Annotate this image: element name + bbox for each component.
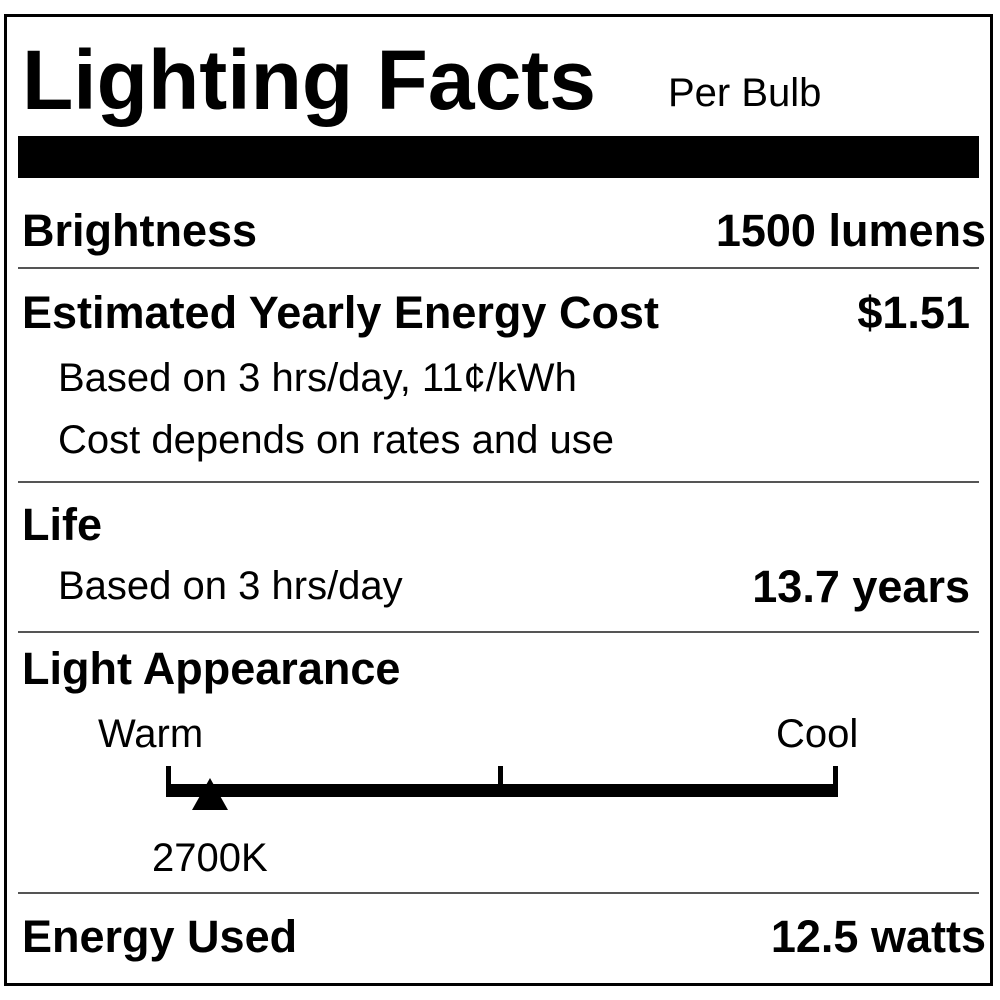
warm-label: Warm (98, 712, 204, 756)
scale-tick-middle (498, 766, 503, 797)
divider (18, 631, 979, 633)
color-temperature-scale (166, 766, 838, 810)
life-value: 13.7 years (752, 561, 970, 612)
divider (18, 892, 979, 894)
cost-note-rate: Based on 3 hrs/day, 11¢/kWh (58, 356, 577, 400)
divider (18, 267, 979, 269)
cost-label: Estimated Yearly Energy Cost (22, 287, 659, 338)
label-frame (4, 14, 993, 986)
brightness-value: 1500 lumens (715, 205, 986, 256)
cool-label: Cool (776, 712, 859, 756)
page-title: Lighting Facts (22, 33, 596, 127)
divider (18, 481, 979, 483)
scale-tick-left (166, 766, 171, 797)
energy-label: Energy Used (22, 911, 298, 962)
temperature-value: 2700K (152, 836, 268, 880)
energy-value: 12.5 watts (770, 911, 986, 962)
life-note: Based on 3 hrs/day (58, 564, 403, 608)
cost-value: $1.51 (857, 287, 970, 338)
header-bar (18, 136, 979, 178)
appearance-label: Light Appearance (22, 643, 401, 694)
scale-tick-right (833, 766, 838, 797)
temperature-marker-icon (192, 778, 229, 810)
cost-note-depends: Cost depends on rates and use (58, 418, 614, 462)
per-bulb-subtitle: Per Bulb (668, 71, 822, 115)
life-label: Life (22, 499, 103, 550)
brightness-label: Brightness (22, 205, 258, 256)
